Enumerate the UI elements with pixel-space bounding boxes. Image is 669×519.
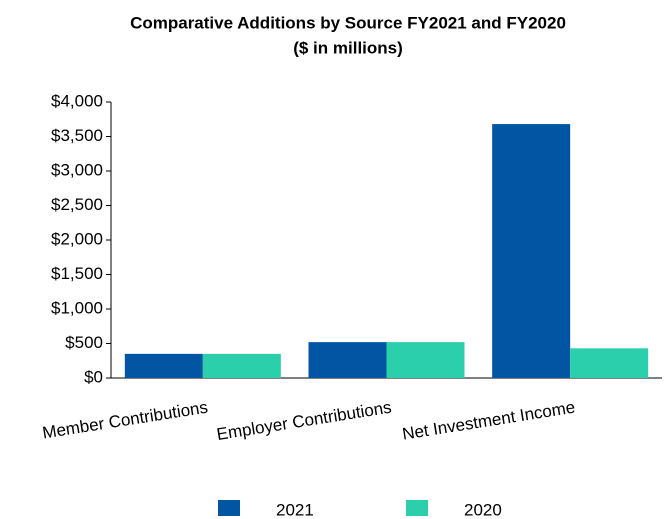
- legend-label: 2021: [276, 500, 314, 519]
- bar: [202, 353, 281, 378]
- y-tick-label: $1,000: [51, 298, 103, 317]
- y-tick-label: $4,000: [51, 91, 103, 110]
- y-tick-label: $500: [65, 333, 103, 352]
- chart-title: Comparative Additions by Source FY2021 a…: [130, 13, 566, 32]
- legend-swatch: [406, 500, 428, 516]
- bar: [492, 124, 571, 378]
- bar: [386, 342, 465, 378]
- legend-label: 2020: [464, 500, 502, 519]
- chart-subtitle: ($ in millions): [293, 38, 403, 57]
- x-tick-label: Member Contributions: [41, 398, 209, 443]
- y-tick-label: $2,500: [51, 195, 103, 214]
- x-tick-label: Employer Contributions: [215, 398, 392, 444]
- y-tick-label: $0: [84, 367, 103, 386]
- bar: [124, 353, 203, 378]
- y-tick-label: $1,500: [51, 264, 103, 283]
- bar: [570, 348, 649, 378]
- legend-swatch: [218, 500, 240, 516]
- bar: [308, 342, 387, 378]
- y-tick-label: $3,500: [51, 126, 103, 145]
- x-tick-label: Net Investment Income: [401, 398, 577, 444]
- y-tick-label: $2,000: [51, 229, 103, 248]
- y-tick-label: $3,000: [51, 160, 103, 179]
